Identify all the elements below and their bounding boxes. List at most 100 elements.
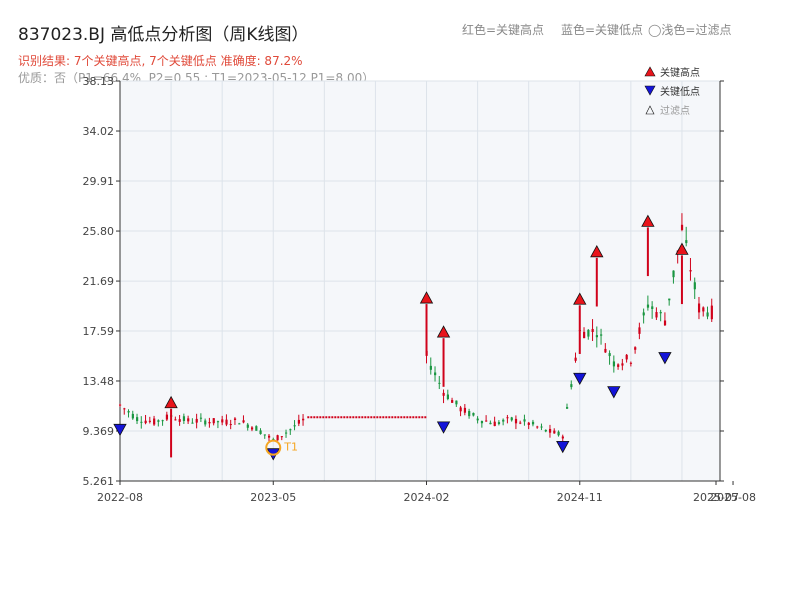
candle-body <box>233 418 237 421</box>
key-low-marker <box>556 440 570 454</box>
candle-body <box>438 382 441 384</box>
key-low-marker <box>573 372 587 386</box>
candle-body <box>638 327 641 334</box>
candle-body <box>208 421 211 424</box>
candle-body <box>165 414 169 420</box>
candle-body <box>272 439 275 441</box>
candle-body <box>668 298 671 301</box>
y-tick-label: 9.369 <box>83 425 115 438</box>
candle-body <box>485 420 488 422</box>
candle-body <box>463 407 467 413</box>
key-low-marker <box>607 386 621 399</box>
candle-body <box>476 418 479 421</box>
candle-body <box>685 240 688 244</box>
candle-body <box>136 417 139 422</box>
x-tick-label: 2024-11 <box>557 491 603 504</box>
candle-body <box>659 312 662 314</box>
candle-body <box>434 372 437 376</box>
candle-body <box>280 436 283 438</box>
candle-body <box>425 350 428 356</box>
candle-body <box>182 416 186 421</box>
candle-body <box>553 430 556 434</box>
x-tick-label: 2023-05 <box>250 491 296 504</box>
candle-body <box>600 334 603 336</box>
candle-body <box>689 270 692 272</box>
candle-body <box>442 392 445 396</box>
candle-body <box>229 424 232 426</box>
candle-body <box>153 418 156 425</box>
candle-body <box>174 419 177 421</box>
candle-body <box>595 335 598 338</box>
candle-body <box>489 422 492 425</box>
candle-body <box>617 364 620 367</box>
candle-body <box>493 421 496 427</box>
x-tick-label: 2022-08 <box>97 491 143 504</box>
candle-body <box>591 328 594 333</box>
legend-light-label: ◯浅色=过滤点 <box>648 23 732 37</box>
candle-body <box>629 362 633 364</box>
candle-body <box>289 429 292 431</box>
legend-red-label: 红色=关键高点 <box>462 23 545 37</box>
candle-body <box>250 427 254 430</box>
key-high-marker <box>641 214 655 227</box>
candle-body <box>608 353 611 357</box>
candle-body <box>446 394 449 400</box>
candle-body <box>497 422 501 425</box>
y-tick-label: 17.59 <box>83 325 115 338</box>
candle-body <box>199 417 203 419</box>
candle-body <box>706 312 709 317</box>
legend-blue-label: 蓝色=关键低点 <box>561 23 644 37</box>
candle-body <box>540 426 543 428</box>
key-high-marker <box>164 395 178 409</box>
legend-filter-icon <box>645 105 655 115</box>
candle-body <box>621 363 624 366</box>
candle-body <box>510 417 513 421</box>
candle-body <box>693 282 696 290</box>
candle-body <box>544 429 547 432</box>
candle-body <box>646 304 650 308</box>
candle-body <box>297 419 300 424</box>
y-tick-label: 29.91 <box>83 175 115 188</box>
candle-body <box>268 435 271 438</box>
candle-body <box>531 421 535 425</box>
candle-body <box>216 421 220 423</box>
key-high-marker <box>436 325 451 338</box>
candle-body <box>519 422 522 424</box>
key-high-marker <box>675 242 689 255</box>
candle-body <box>123 408 126 410</box>
candle-body <box>548 428 552 433</box>
candle-body <box>672 270 675 278</box>
t1-label: T1 <box>283 441 298 454</box>
candle-body <box>221 419 224 423</box>
candle-body <box>557 431 560 436</box>
key-low-marker <box>658 352 672 365</box>
candle-body <box>468 410 471 417</box>
candle-body <box>536 426 539 428</box>
candle-body <box>212 418 215 424</box>
key-low-marker <box>113 423 127 437</box>
y-tick-label: 25.80 <box>83 225 115 238</box>
candle-body <box>561 436 564 439</box>
candle-body <box>238 423 241 425</box>
candle-body <box>587 329 590 337</box>
y-tick-label: 21.69 <box>83 275 115 288</box>
y-tick-label: 13.48 <box>83 375 115 388</box>
candle-body <box>527 422 530 425</box>
candle-body <box>697 303 701 313</box>
candle-body <box>293 425 296 427</box>
candle-body <box>255 426 258 431</box>
candle-body <box>144 420 147 424</box>
candle-body <box>655 312 658 318</box>
candle-body <box>195 418 198 423</box>
candle-body <box>276 435 279 441</box>
result-summary: 识别结果: 7个关键高点, 7个关键低点 准确度: 87.2% <box>18 54 303 68</box>
candle-body <box>570 384 573 388</box>
legend-low-icon <box>644 85 656 96</box>
x-tick-label: 2025-08 <box>710 491 756 504</box>
candle-body <box>191 422 194 424</box>
candle-body <box>242 420 245 423</box>
candle-body <box>161 420 164 422</box>
candle-body <box>451 399 454 403</box>
candle-body <box>455 400 458 405</box>
